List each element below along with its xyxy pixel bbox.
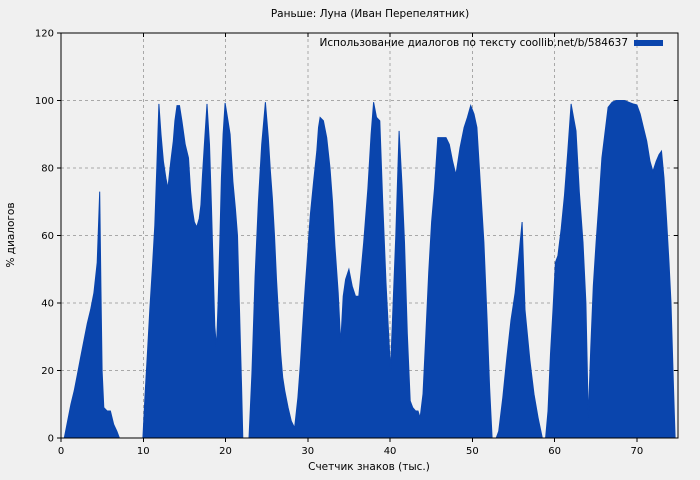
x-tick-label: 70 <box>630 446 643 457</box>
x-tick-label: 40 <box>384 446 397 457</box>
x-tick-label: 60 <box>548 446 561 457</box>
y-tick-label: 80 <box>41 164 54 175</box>
chart-title: Раньше: Луна (Иван Перепелятник) <box>270 8 470 20</box>
x-tick-label: 30 <box>301 446 314 457</box>
y-tick-label: 120 <box>35 29 54 40</box>
x-tick-label: 20 <box>219 446 232 457</box>
legend-swatch <box>634 40 663 46</box>
y-tick-label: 40 <box>41 299 54 310</box>
x-tick-label: 50 <box>466 446 479 457</box>
x-tick-label: 10 <box>137 446 150 457</box>
area-series <box>63 100 676 439</box>
y-tick-label: 60 <box>41 231 54 242</box>
x-axis-label: Счетчик знаков (тыс.) <box>308 461 430 473</box>
x-tick-label: 0 <box>58 446 64 457</box>
legend-label: Использование диалогов по тексту coollib… <box>319 37 628 49</box>
y-tick-label: 20 <box>41 366 54 377</box>
y-tick-label: 0 <box>48 434 54 445</box>
y-axis-label: % диалогов <box>5 202 17 268</box>
legend: Использование диалогов по тексту coollib… <box>320 37 663 49</box>
y-tick-label: 100 <box>35 96 54 107</box>
